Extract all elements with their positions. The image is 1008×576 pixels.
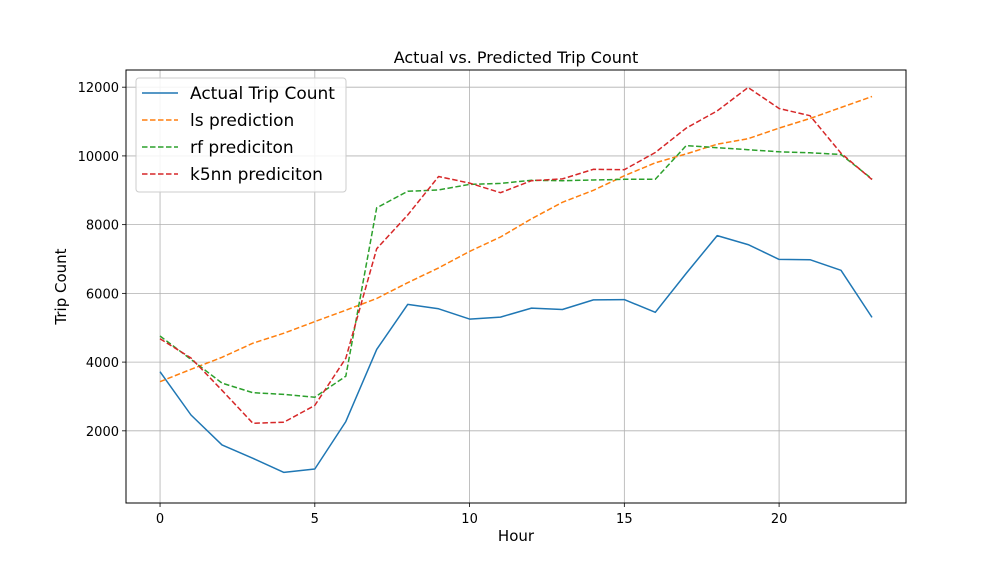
legend: Actual Trip Count ls prediction rf predici… [135, 77, 347, 193]
legend-label-2: ls prediction [190, 111, 294, 131]
x-axis-label: Hour [498, 527, 535, 545]
y-tick-label: 12000 [78, 81, 119, 96]
axis-ticks: 0 5 10 15 20 2000 4000 6000 8000 10000 12000 [78, 81, 788, 527]
y-axis-label: Trip Count [52, 248, 70, 325]
x-tick-label: 10 [461, 512, 478, 527]
y-tick-label: 10000 [78, 150, 119, 165]
x-tick-label: 5 [311, 512, 319, 527]
legend-label-4: k5nn prediciton [190, 165, 323, 185]
y-tick-label: 6000 [86, 287, 119, 302]
x-tick-label: 15 [616, 512, 633, 527]
series-layer [159, 86, 873, 474]
plot-frame [125, 69, 907, 504]
series-line-4 [159, 86, 873, 425]
legend-label-1: Actual Trip Count [190, 84, 335, 104]
x-tick-label: 20 [771, 512, 788, 527]
legend-box [135, 77, 347, 193]
series-line-3 [159, 144, 873, 398]
y-tick-label: 8000 [86, 219, 119, 234]
x-tick-label: 0 [156, 512, 164, 527]
series-line-2 [159, 95, 873, 383]
y-tick-label: 4000 [86, 356, 119, 371]
y-tick-label: 2000 [86, 425, 119, 440]
chart-title: Actual vs. Predicted Trip Count [394, 48, 639, 67]
series-line-1 [159, 234, 873, 474]
legend-label-3: rf prediciton [190, 138, 294, 158]
grid-lines [126, 70, 906, 503]
